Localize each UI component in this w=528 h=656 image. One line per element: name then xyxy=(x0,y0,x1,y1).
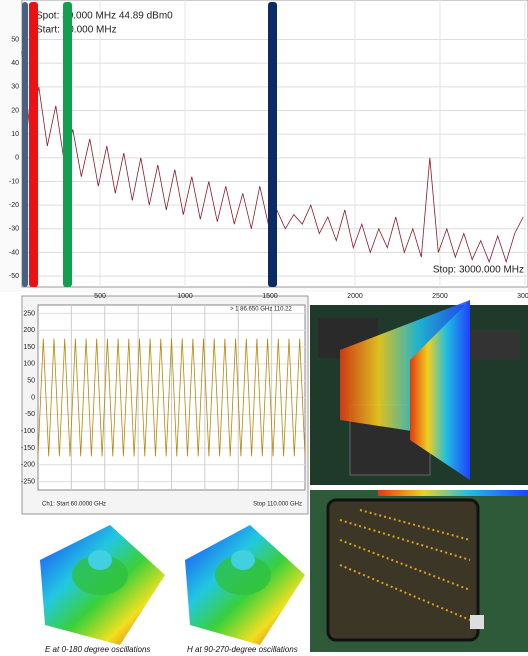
y-tick-label: 0 xyxy=(15,155,19,162)
y-tick-label: 40 xyxy=(11,60,19,67)
chip-photo xyxy=(310,490,528,652)
x-tick-label: 3000 xyxy=(517,293,528,300)
x-tick-label: 1000 xyxy=(177,293,193,300)
x-tick-label: 2500 xyxy=(432,293,448,300)
y-tick-label: -200 xyxy=(21,462,35,469)
y-tick-label: 30 xyxy=(11,84,19,91)
overlay-bar xyxy=(63,2,72,287)
overlay-bar xyxy=(29,2,38,287)
y-tick-label: 100 xyxy=(23,361,35,368)
y-tick-label: -150 xyxy=(21,445,35,452)
y-tick-label: -10 xyxy=(9,178,19,185)
annotation: Stop 110.000 GHz xyxy=(253,502,302,508)
y-tick-label: -40 xyxy=(9,249,19,256)
annotation: > 1 86.650 GHz 110.22 xyxy=(230,307,292,313)
y-tick-label: 0 xyxy=(31,394,35,401)
annotation: Stop: 3000.000 MHz xyxy=(433,265,524,276)
y-tick-label: 20 xyxy=(11,107,19,114)
y-tick-label: -20 xyxy=(9,202,19,209)
line xyxy=(37,338,306,457)
annotation: Ch1: Start 60.0000 GHz xyxy=(42,502,106,508)
x-tick-label: 1500 xyxy=(262,293,278,300)
y-tick-label: 50 xyxy=(27,378,35,385)
annotation: Start: 30.000 MHz xyxy=(36,25,117,36)
caption: H at 90-270-degree oscillations xyxy=(187,645,298,654)
x-tick-label: 2000 xyxy=(347,293,363,300)
y-tick-label: 50 xyxy=(11,36,19,43)
caption: E at 0-180 degree oscillations xyxy=(45,645,150,654)
y-tick-label: -50 xyxy=(9,273,19,280)
surface-plot xyxy=(40,525,165,645)
y-tick-label: 250 xyxy=(23,310,35,317)
y-tick-label: -50 xyxy=(25,411,35,418)
annotation: Spot: 30.000 MHz 44.89 dBm0 xyxy=(36,11,173,22)
y-tick-label: 150 xyxy=(23,344,35,351)
board-photo xyxy=(310,300,528,485)
overlay-bar xyxy=(268,2,277,287)
y-tick-label: -30 xyxy=(9,226,19,233)
y-tick-label: -100 xyxy=(21,428,35,435)
x-tick-label: 500 xyxy=(94,293,106,300)
surface-plot xyxy=(185,525,305,645)
overlay-bar xyxy=(22,2,28,287)
y-tick-label: -250 xyxy=(21,478,35,485)
y-tick-label: 200 xyxy=(23,327,35,334)
y-tick-label: 10 xyxy=(11,131,19,138)
